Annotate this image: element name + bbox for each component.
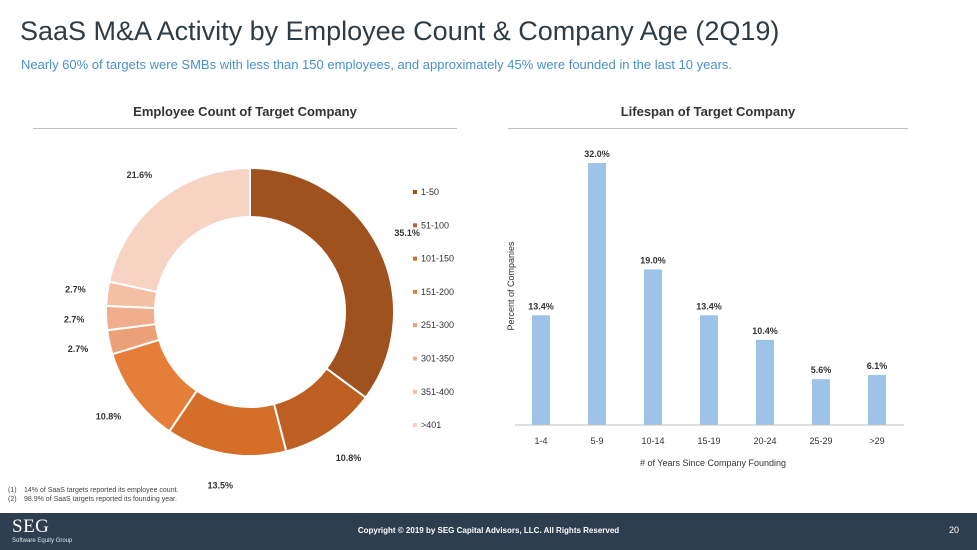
footnotes: (1) 14% of SaaS targets reported its empl… <box>8 486 178 504</box>
legend-swatch-4 <box>413 289 417 294</box>
legend-label-5: 251-300 <box>421 320 454 330</box>
legend-swatch-1 <box>413 190 417 194</box>
bar-value-label-2: 32.0% <box>584 149 610 159</box>
bar-2 <box>588 163 606 425</box>
footnote-1-number: (1) <box>8 487 17 494</box>
bar-7 <box>868 375 886 425</box>
seg-logo: SEG <box>12 516 50 537</box>
donut-value-label-8: 21.6% <box>127 170 153 180</box>
footnote-2-text: 98.9% of SaaS targets reported its found… <box>24 496 177 503</box>
x-tick-label-5: 20-24 <box>753 436 776 446</box>
bar-chart-title: Lifespan of Target Company <box>620 104 796 119</box>
x-tick-label-2: 5-9 <box>590 436 603 446</box>
page-number: 20 <box>948 525 959 535</box>
donut-chart-title: Employee Count of Target Company <box>133 104 357 119</box>
legend-label-8: >401 <box>421 420 441 430</box>
bar-value-label-4: 13.4% <box>696 301 722 311</box>
bar-5 <box>756 339 774 425</box>
bar-value-label-7: 6.1% <box>867 361 888 371</box>
legend-swatch-5 <box>413 323 417 328</box>
footnote-2-number: (2) <box>8 496 17 503</box>
donut-value-label-5: 2.7% <box>68 344 89 354</box>
legend-swatch-3 <box>413 256 417 261</box>
bar-6 <box>812 379 830 425</box>
donut-value-label-6: 2.7% <box>64 314 85 324</box>
legend-label-6: 301-350 <box>421 354 454 364</box>
x-tick-label-1: 1-4 <box>534 436 547 446</box>
copyright-text: Copyright © 2019 by SEG Capital Advisors… <box>357 526 620 535</box>
charts-canvas: 35.1% 10.8% 13.5% 10.8% 2.7% 2.7% 2.7% 21.6% 1-5… <box>64 149 904 490</box>
seg-logo-subtitle: Software Equity Group <box>12 538 73 544</box>
donut-slice-8 <box>108 166 251 294</box>
legend-swatch-8 <box>413 423 417 428</box>
donut-slice-1 <box>249 166 395 400</box>
legend-label-4: 151-200 <box>421 287 454 297</box>
bar-3 <box>644 269 662 425</box>
x-tick-label-6: 25-29 <box>809 436 832 446</box>
legend-swatch-6 <box>413 356 417 361</box>
footnote-2: (2) 98.9% of SaaS targets reported its fo… <box>8 495 178 504</box>
footnote-1-text: 14% of SaaS targets reported its employe… <box>24 487 179 494</box>
legend-label-2: 51-100 <box>421 220 449 230</box>
bar-value-label-5: 10.4% <box>752 326 778 336</box>
donut-value-label-4: 10.8% <box>96 412 122 422</box>
donut-value-label-7: 2.7% <box>65 285 86 295</box>
x-axis-title: # of Years Since Company Founding <box>640 458 786 468</box>
x-tick-label-3: 10-14 <box>641 436 664 446</box>
legend-label-7: 351-400 <box>421 387 454 397</box>
legend-swatch-7 <box>413 389 417 394</box>
bar-value-label-1: 13.4% <box>528 301 554 311</box>
donut-value-label-2: 10.8% <box>336 453 362 463</box>
footer-bar: SEG Software Equity Group Copyright © 20… <box>0 513 977 550</box>
bar-value-label-3: 19.0% <box>640 255 666 265</box>
legend-swatch-2 <box>413 223 417 228</box>
bar-4 <box>700 315 718 425</box>
x-tick-label-7: >29 <box>869 436 884 446</box>
donut-title-rule <box>33 128 457 129</box>
bar-value-label-6: 5.6% <box>811 365 832 375</box>
donut-value-label-3: 13.5% <box>207 480 233 490</box>
donut-value-label-1: 35.1% <box>394 228 420 238</box>
page-subtitle: Nearly 60% of targets were SMBs with les… <box>21 57 733 72</box>
legend-label-1: 1-50 <box>421 187 439 197</box>
x-tick-label-4: 15-19 <box>697 436 720 446</box>
y-axis-title: Percent of Companies <box>506 241 516 331</box>
page-title: SaaS M&A Activity by Employee Count & Co… <box>20 16 780 46</box>
footnote-1: (1) 14% of SaaS targets reported its empl… <box>8 486 178 495</box>
bar-1 <box>532 315 550 425</box>
legend-label-3: 101-150 <box>421 254 454 264</box>
bar-title-rule <box>508 128 908 129</box>
